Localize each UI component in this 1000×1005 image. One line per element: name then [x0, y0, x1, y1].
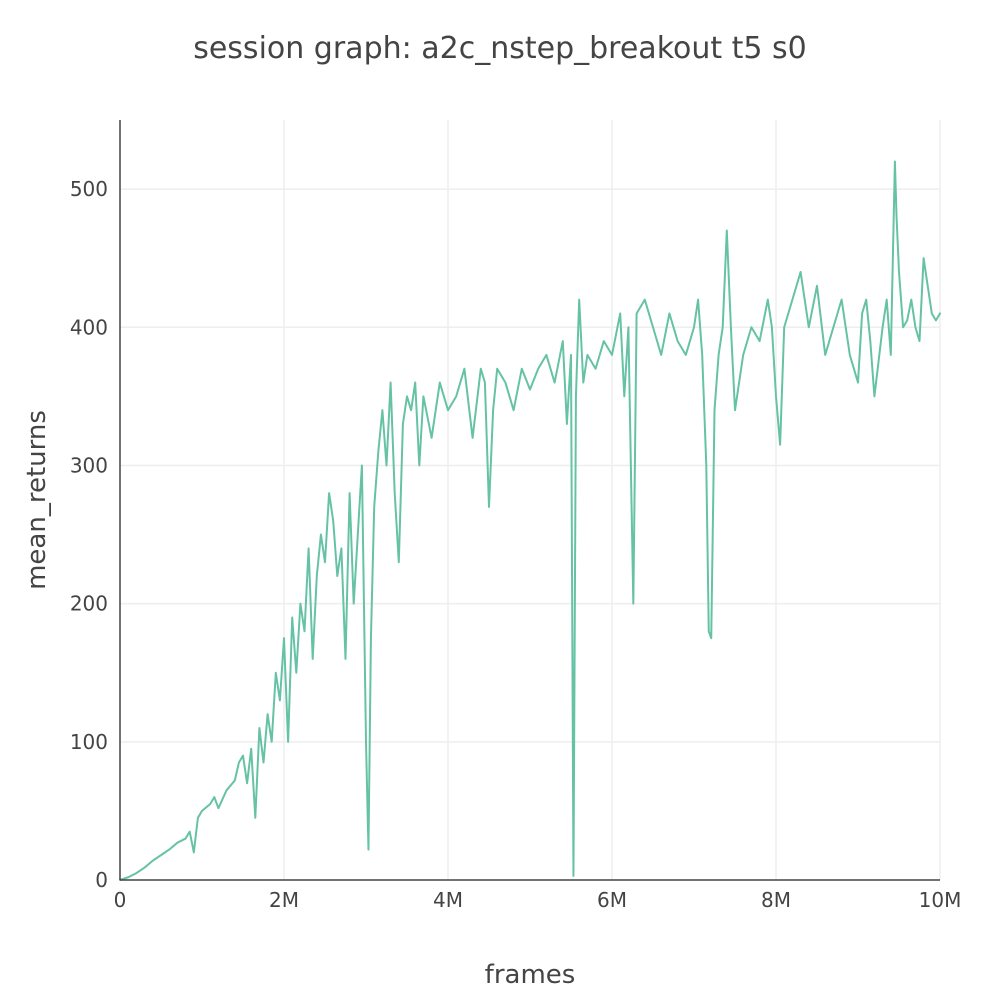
- y-tick-label: 100: [70, 730, 108, 754]
- x-axis-title: frames: [485, 960, 576, 990]
- x-tick-label: 4M: [433, 888, 463, 912]
- y-tick-label: 400: [70, 315, 108, 339]
- series-layer: [119, 160, 941, 881]
- y-tick-labels: 0 100 200 300 400 500: [70, 177, 108, 892]
- x-tick-label: 10M: [919, 888, 962, 912]
- x-tick-labels: 0 2M 4M 6M 8M 10M: [114, 888, 962, 912]
- y-tick-label: 500: [70, 177, 108, 201]
- chart-title: session graph: a2c_nstep_breakout t5 s0: [193, 31, 807, 66]
- y-tick-label: 0: [95, 868, 108, 892]
- x-tick-label: 0: [114, 888, 127, 912]
- y-tick-label: 200: [70, 592, 108, 616]
- series-line: [119, 160, 941, 881]
- y-tick-label: 300: [70, 453, 108, 477]
- gridlines: [120, 120, 941, 880]
- y-axis-title: mean_returns: [22, 410, 52, 590]
- x-tick-label: 2M: [269, 888, 299, 912]
- axes: [119, 120, 940, 881]
- x-tick-label: 8M: [761, 888, 791, 912]
- x-tick-label: 6M: [597, 888, 627, 912]
